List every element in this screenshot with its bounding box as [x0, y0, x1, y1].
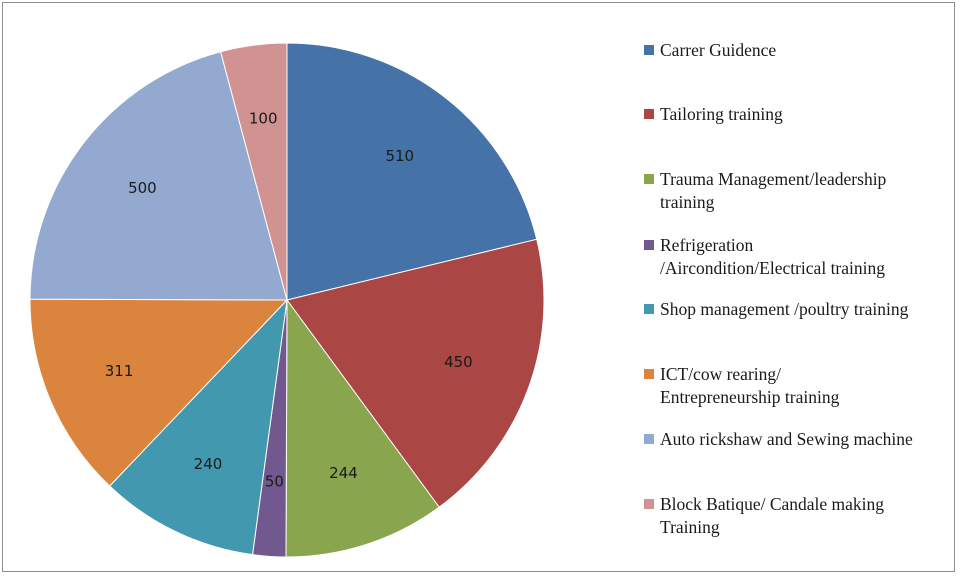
chart-frame: 510 450 244 50 240 311 500 100 Carrer Guidence … [2, 2, 955, 572]
legend-item-block-batique: Block Batique/ Candale making Training [644, 493, 955, 539]
legend-label: Tailoring training [660, 104, 783, 124]
data-label: 510 [385, 147, 414, 165]
legend-swatch [644, 109, 654, 119]
pie-slice [29, 51, 288, 301]
legend-label: Trauma Management/leadership training [660, 169, 887, 212]
legend-label: Carrer Guidence [660, 40, 777, 60]
data-label: 100 [249, 110, 278, 128]
legend-swatch [644, 304, 654, 314]
pie-slice [29, 298, 289, 487]
data-label: 450 [444, 353, 473, 371]
legend-item-shop-management: Shop management /poultry training [644, 298, 955, 321]
legend-swatch [644, 240, 654, 250]
pie-slice [285, 298, 440, 558]
legend-item-refrigeration: Refrigeration /Aircondition/Electrical t… [644, 234, 955, 280]
legend-swatch [644, 45, 654, 55]
data-label: 244 [329, 464, 358, 482]
pie-chart: 510 450 244 50 240 311 500 100 [29, 42, 545, 558]
pie-slice [286, 42, 538, 301]
data-label: 240 [194, 455, 223, 473]
data-label: 311 [105, 362, 134, 380]
legend-label: Shop management /poultry training [660, 299, 909, 319]
legend: Carrer Guidence Tailoring training Traum… [644, 3, 954, 573]
pie-slice [108, 298, 288, 556]
legend-item-trauma-management: Trauma Management/leadership training [644, 168, 955, 214]
legend-label: ICT/cow rearing/ Entrepreneurship traini… [660, 364, 840, 407]
legend-item-ict-cow-rearing: ICT/cow rearing/ Entrepreneurship traini… [644, 363, 955, 409]
data-label: 500 [128, 179, 157, 197]
legend-swatch [644, 499, 654, 509]
legend-label: Refrigeration /Aircondition/Electrical t… [660, 235, 885, 278]
pie-slice [220, 42, 288, 301]
legend-swatch [644, 369, 654, 379]
legend-item-tailoring-training: Tailoring training [644, 103, 955, 126]
legend-label: Auto rickshaw and Sewing machine [660, 429, 913, 449]
legend-swatch [644, 174, 654, 184]
pie-slice [286, 238, 545, 508]
data-label: 50 [265, 473, 284, 491]
legend-label: Block Batique/ Candale making Training [660, 494, 885, 537]
legend-item-auto-rickshaw: Auto rickshaw and Sewing machine [644, 428, 955, 451]
legend-swatch [644, 434, 654, 444]
legend-item-carrer-guidence: Carrer Guidence [644, 39, 955, 62]
